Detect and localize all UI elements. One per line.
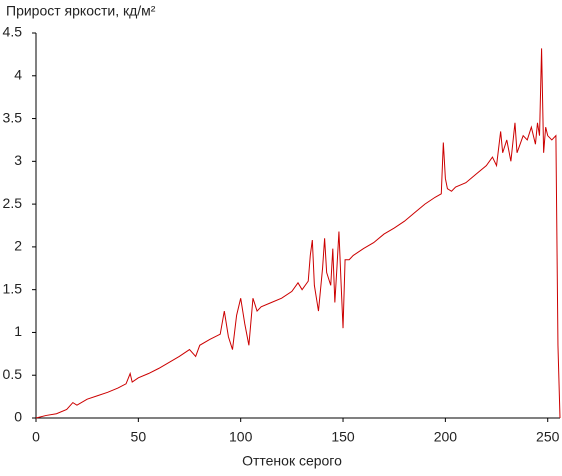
x-tick-label: 50 (131, 429, 147, 445)
data-line (35, 48, 561, 419)
y-tick-label: 3 (14, 152, 22, 168)
y-tick-label: 2.5 (3, 195, 23, 211)
chart-title: Прирост яркости, кд/м² (6, 3, 156, 19)
y-tick-label: 4 (14, 66, 22, 82)
x-tick-label: 100 (229, 429, 253, 445)
x-tick-label: 200 (434, 429, 458, 445)
y-tick-label: 2 (14, 238, 22, 254)
y-tick-label: 4.5 (3, 24, 23, 40)
y-tick-label: 0 (14, 409, 22, 425)
x-tick-label: 150 (331, 429, 355, 445)
y-tick-label: 3.5 (3, 109, 23, 125)
x-tick-label: 250 (536, 429, 560, 445)
y-tick-label: 0.5 (3, 366, 23, 382)
x-tick-label: 0 (32, 429, 40, 445)
y-tick-label: 1.5 (3, 280, 23, 296)
x-axis-label: Оттенок серого (242, 453, 342, 469)
y-tick-label: 1 (14, 323, 22, 339)
